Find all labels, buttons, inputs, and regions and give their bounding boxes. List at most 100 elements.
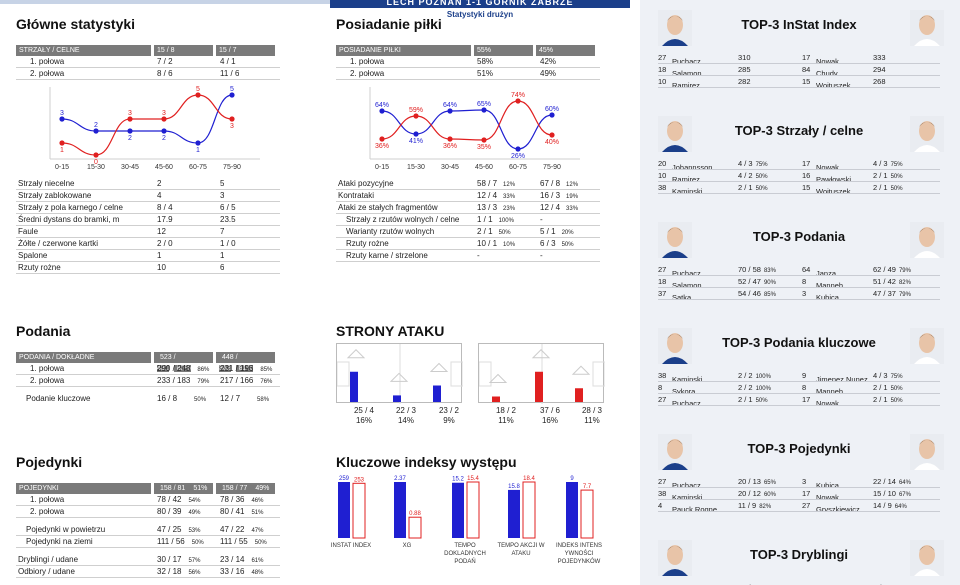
- player-right: 8 Manneh: [802, 276, 873, 287]
- percent: 50%: [755, 186, 768, 192]
- player-number: 16: [802, 171, 811, 180]
- percent: 67%: [898, 492, 911, 498]
- value: 47 / 37: [873, 289, 896, 298]
- index-bar-team1: [394, 482, 406, 538]
- data-label: 35%: [477, 144, 491, 151]
- percent: 75%: [890, 374, 903, 380]
- value: -: [540, 251, 543, 260]
- player-left-value: 52 / 47 90%: [738, 276, 802, 287]
- percent: 85%: [260, 367, 273, 373]
- value: 67 / 8: [540, 179, 561, 188]
- data-label: 5: [196, 86, 200, 93]
- row-value-team1: 13 / 3 23%: [477, 202, 537, 213]
- value: 111 / 56: [157, 537, 185, 546]
- percent: 33%: [503, 194, 516, 200]
- player-right: 16 Pawłowski: [802, 170, 873, 181]
- index-bar-team1: [508, 489, 520, 538]
- data-label: 74%: [511, 92, 525, 99]
- row-label: 2. połowa: [30, 69, 65, 78]
- value: 290 / 248: [157, 364, 191, 373]
- attack-side-bar: [350, 371, 358, 402]
- row-label: Spalone: [18, 251, 48, 260]
- header-label: PODANIA / DOKŁADNE: [16, 352, 151, 363]
- header-label: POSIADANIE PIŁKI: [336, 45, 471, 56]
- direction-arrow-icon: [571, 365, 591, 375]
- direction-arrow-icon: [389, 372, 409, 382]
- player-photo-right: [910, 328, 944, 364]
- row-value-team2: 80 / 41 51%: [220, 506, 266, 517]
- player-left-value: 20 / 13 65%: [738, 476, 802, 487]
- player-number: 27: [658, 395, 667, 404]
- row-value-team1: 1: [157, 251, 162, 260]
- row-value-team1: 7 / 2: [157, 57, 173, 66]
- player-right: 84 Chudy: [802, 64, 873, 75]
- table-row: Strzały zablokowane 4 3: [16, 190, 280, 202]
- row-label: Faule: [18, 227, 39, 236]
- player-photo-right: [910, 116, 944, 152]
- percent: 19%: [566, 194, 579, 200]
- percent: 50%: [890, 186, 903, 192]
- row-label: Rzuty rożne: [346, 239, 389, 248]
- player-left: 18 Salamon: [658, 276, 738, 287]
- value: 10 / 1: [477, 239, 498, 248]
- row-label: 1. połowa: [30, 57, 65, 66]
- player-right-value: 294: [873, 64, 923, 75]
- value: 20 / 13: [738, 477, 761, 486]
- percent: 57%: [188, 558, 201, 564]
- data-point: [549, 132, 555, 138]
- player-left: 38 Kaminski: [658, 370, 738, 381]
- percent: 54%: [188, 498, 201, 504]
- percent: 56%: [188, 570, 201, 576]
- percent: 50%: [890, 398, 903, 404]
- data-point: [161, 128, 167, 134]
- index-name: PODAŃ: [454, 558, 475, 565]
- value: 12 / 4: [477, 191, 498, 200]
- player-photo-right: [910, 540, 944, 576]
- player-right-value: 51 / 42 82%: [873, 276, 923, 287]
- row-value-team2: 1 / 0: [220, 239, 236, 248]
- attack-side-label: 25 / 4 16%: [344, 406, 384, 426]
- player-photo-left: [658, 10, 692, 46]
- row-value-team1: 58 / 7 12%: [477, 178, 537, 189]
- attack-side-bar: [433, 385, 441, 402]
- attack-count: 25 / 4: [353, 406, 374, 415]
- value: 58 / 7: [477, 179, 498, 188]
- data-label: 40%: [545, 139, 559, 146]
- table-row: 37 Satka 54 / 46 85% 3 Kubica 47 / 37 79%: [658, 288, 940, 300]
- row-label: 1. połowa: [30, 495, 65, 504]
- value: 80 / 41: [220, 507, 245, 516]
- index-name: ATAKU: [511, 551, 530, 557]
- player-number: 8: [658, 383, 663, 392]
- table-row: Kontrataki 12 / 4 33% 16 / 3 19%: [336, 190, 600, 202]
- row-label: Strzały z pola karnego / celne: [18, 203, 123, 212]
- value: 111 / 55: [220, 537, 248, 546]
- data-label: 36%: [443, 143, 457, 150]
- possession-title: Posiadanie piłki: [336, 16, 442, 32]
- player-right-value: 5 / 480%: [873, 582, 923, 585]
- player-right: 8 Manneh: [802, 382, 873, 393]
- index-bar-team1: [338, 482, 350, 538]
- attack-side-label: 18 / 2 11%: [486, 406, 526, 426]
- data-point: [229, 92, 235, 98]
- row-value-team1: 12: [157, 227, 166, 236]
- player-number: 17: [802, 582, 816, 585]
- row-label: Strzały niecelne: [18, 179, 75, 188]
- row-label: Pojedynki w powietrzu: [26, 525, 106, 534]
- player-name: Salamon: [672, 281, 702, 287]
- row-value-team2: 78 / 36 46%: [220, 494, 266, 505]
- table-row: 1. połowa 78 / 42 54% 78 / 36 46%: [16, 494, 280, 506]
- player-left: 8 Sykora: [658, 382, 738, 393]
- value: 4 / 3: [738, 159, 753, 168]
- table-row: Faule 12 7: [16, 226, 280, 238]
- player-left: 18 Salamon: [658, 64, 738, 75]
- index-name: TEMPO: [454, 543, 476, 549]
- player-name: Wojtuszek: [816, 187, 851, 193]
- player-name: Nowak: [816, 57, 839, 63]
- player-number: 17: [802, 53, 811, 62]
- data-point: [59, 140, 65, 146]
- direction-arrow-icon: [531, 349, 551, 359]
- data-label: 0.88: [409, 511, 421, 517]
- row-label: Odbiory / udane: [18, 567, 75, 576]
- row-value-team2: 67 / 8 12%: [540, 178, 581, 189]
